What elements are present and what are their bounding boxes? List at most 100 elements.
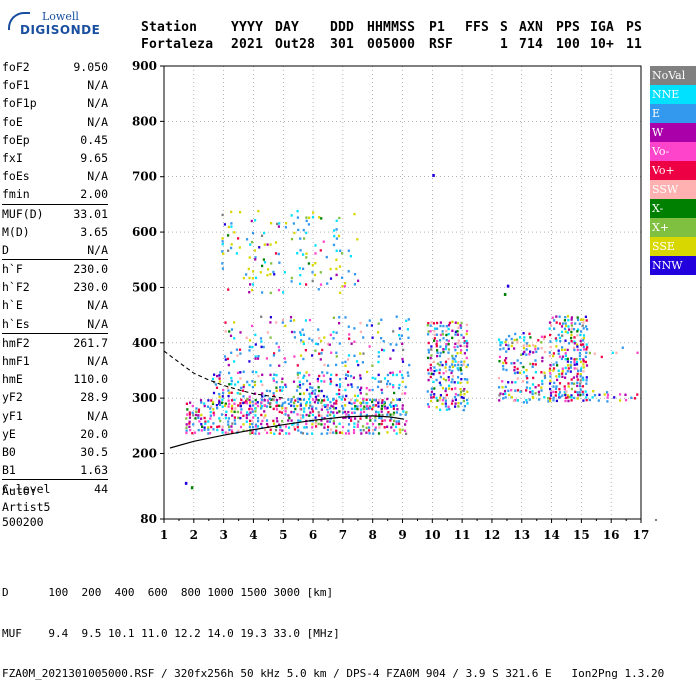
echo-point-0 xyxy=(332,407,336,410)
echo-point-4 xyxy=(429,356,432,360)
x-tick-label-11: 11 xyxy=(454,528,471,542)
echo-point-3 xyxy=(305,256,308,259)
echo-point-2 xyxy=(283,357,286,360)
echo-point-4 xyxy=(453,381,456,384)
echo-point-0 xyxy=(363,405,366,408)
echo-point-0 xyxy=(336,411,339,414)
x-tick-label-8: 8 xyxy=(369,528,377,542)
echo-point-5 xyxy=(513,347,516,350)
echo-point-6 xyxy=(580,367,583,370)
echo-point-0 xyxy=(273,432,276,435)
echo-point-3 xyxy=(296,252,299,255)
echo-point-0 xyxy=(330,410,333,414)
echo-point-0 xyxy=(269,428,272,431)
echo-point-5 xyxy=(526,377,529,380)
echo-point-2 xyxy=(380,318,383,321)
echo-point-6 xyxy=(569,366,572,369)
echo-point-1 xyxy=(329,407,332,410)
echo-point-6 xyxy=(558,382,562,385)
echo-point-0 xyxy=(356,425,359,428)
echo-point-2 xyxy=(389,343,392,346)
legend-item-x: X+ xyxy=(650,218,696,237)
echo-point-4 xyxy=(459,390,463,394)
ionogram-chart: 1 2 3 4 5 6 7 8 9 10 11 12 13 14 15 16 17802003004005006… xyxy=(132,59,657,542)
echo-point-6 xyxy=(564,330,567,333)
echo-point-1 xyxy=(296,373,299,376)
isolated-point xyxy=(432,173,435,177)
echo-point-2 xyxy=(302,340,305,343)
param-value: N/A xyxy=(87,96,108,111)
echo-point-3 xyxy=(261,291,264,294)
echo-point-3 xyxy=(221,240,224,243)
echo-point-0 xyxy=(323,399,326,402)
echo-point-3 xyxy=(299,274,302,277)
echo-point-4 xyxy=(433,393,436,396)
echo-point-2 xyxy=(301,328,304,331)
echo-point-0 xyxy=(386,425,389,428)
echo-point-0 xyxy=(344,404,347,407)
echo-point-6 xyxy=(548,367,552,370)
echo-point-0 xyxy=(195,410,198,413)
echo-point-6 xyxy=(569,361,573,364)
echo-point-2 xyxy=(321,348,324,352)
echo-point-3 xyxy=(335,219,338,222)
echo-point-1 xyxy=(362,397,365,401)
echo-point-0 xyxy=(362,407,365,410)
y-tick-label-900: 900 xyxy=(132,59,157,73)
echo-point-4 xyxy=(433,387,436,390)
echo-point-0 xyxy=(378,398,381,402)
echo-point-4 xyxy=(442,377,445,381)
echo-point-4 xyxy=(439,383,442,387)
echo-point-3 xyxy=(317,288,320,291)
echo-point-4 xyxy=(427,372,430,375)
echo-point-1 xyxy=(261,405,264,408)
echo-point-0 xyxy=(249,401,252,404)
echo-point-3 xyxy=(248,291,251,294)
echo-point-1 xyxy=(369,398,372,401)
echo-point-7 xyxy=(606,393,610,396)
echo-point-3 xyxy=(319,271,322,274)
echo-point-6 xyxy=(566,394,570,397)
echo-point-1 xyxy=(254,398,257,402)
param-value: N/A xyxy=(87,316,108,331)
echo-point-0 xyxy=(239,411,243,414)
echo-point-0 xyxy=(200,417,203,420)
echo-point-5 xyxy=(537,384,540,387)
echo-point-4 xyxy=(456,381,460,384)
echo-point-1 xyxy=(305,371,308,374)
echo-point-1 xyxy=(325,395,329,398)
echo-point-1 xyxy=(226,386,229,389)
echo-point-1 xyxy=(335,383,338,387)
hdr-value-s: 1 xyxy=(500,37,509,52)
echo-point-0 xyxy=(254,423,258,426)
echo-point-1 xyxy=(381,391,384,395)
echo-point-7 xyxy=(502,397,505,400)
echo-point-4 xyxy=(439,408,442,411)
echo-point-1 xyxy=(280,380,284,384)
echo-point-5 xyxy=(525,386,528,389)
echo-point-5 xyxy=(516,389,520,392)
echo-point-4 xyxy=(430,348,433,351)
hdr-label-station: Station xyxy=(141,20,198,35)
echo-point-0 xyxy=(293,404,296,408)
echo-point-6 xyxy=(581,385,584,388)
echo-point-4 xyxy=(448,407,451,411)
echo-point-1 xyxy=(311,386,314,390)
echo-point-7 xyxy=(598,393,601,396)
echo-point-4 xyxy=(439,324,442,328)
param-value: 9.050 xyxy=(73,60,108,74)
echo-point-4 xyxy=(457,342,460,345)
footer-d-label: D xyxy=(2,586,9,599)
echo-point-4 xyxy=(430,387,433,390)
echo-point-1 xyxy=(389,382,392,386)
echo-point-2 xyxy=(302,357,305,361)
echo-point-6 xyxy=(570,333,573,337)
echo-point-0 xyxy=(219,419,222,423)
echo-point-4 xyxy=(444,366,447,369)
echo-point-0 xyxy=(341,431,344,434)
echo-point-0 xyxy=(329,431,332,434)
echo-point-2 xyxy=(289,319,292,322)
echo-point-0 xyxy=(368,432,371,435)
echo-point-3 xyxy=(341,276,344,279)
echo-point-3 xyxy=(223,223,226,226)
